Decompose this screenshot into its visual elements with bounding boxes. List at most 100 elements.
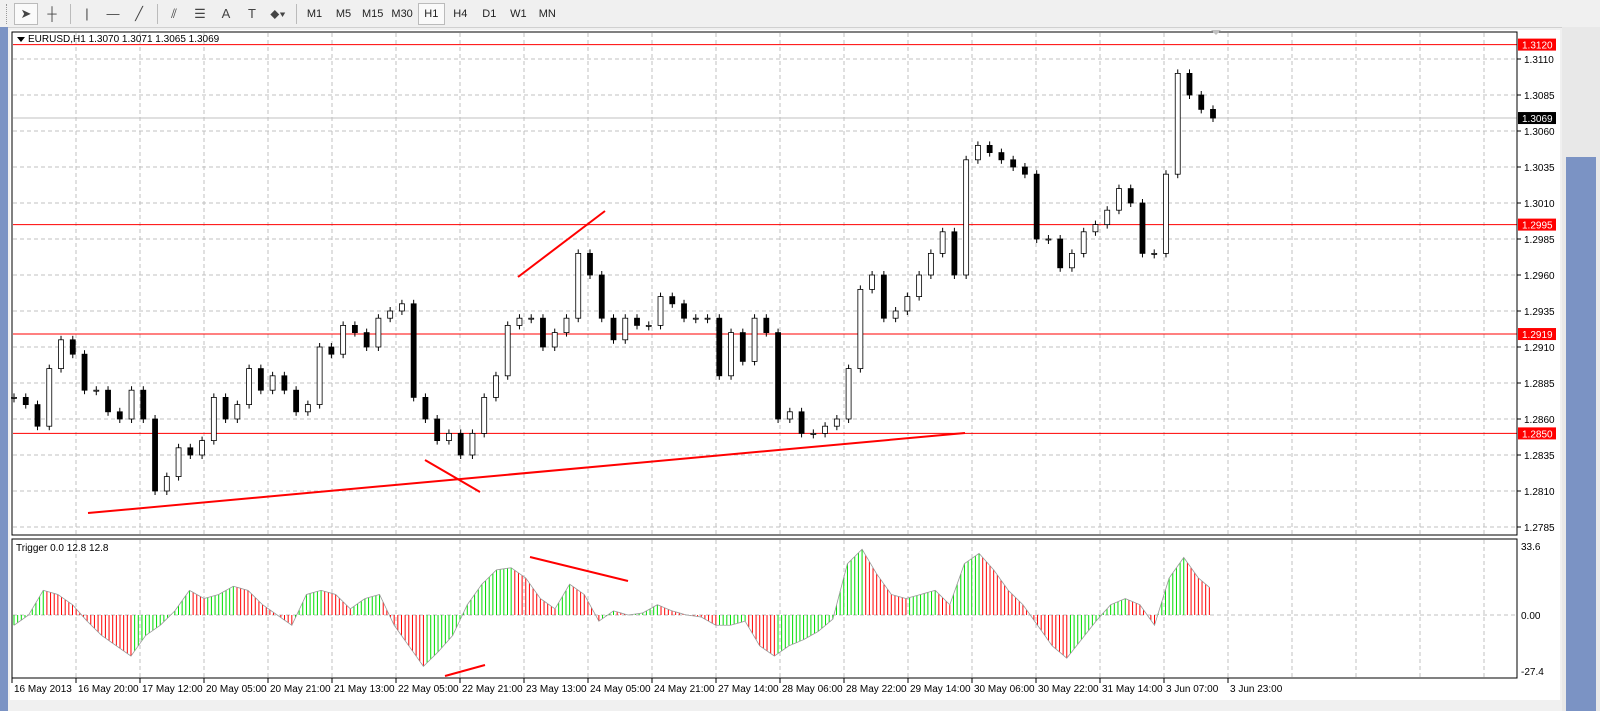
indicator-trendline-upper[interactable] [529, 556, 629, 582]
fibonacci-tool-button[interactable]: ☰ [188, 3, 212, 25]
price-tick-label: 1.3060 [1524, 127, 1555, 138]
timeframe-d1-button[interactable]: D1 [482, 7, 497, 20]
candle [645, 324, 652, 327]
candle [857, 288, 864, 369]
indicator-tick-label: 0.00 [1521, 611, 1541, 622]
candle [46, 368, 53, 427]
toolbar-grip[interactable] [6, 3, 10, 24]
time-tick-label: 30 May 22:00 [1038, 684, 1099, 695]
candle [704, 317, 711, 320]
candle [316, 346, 323, 405]
trendline-short[interactable] [424, 459, 481, 493]
candle [833, 418, 840, 427]
level-price-badge [1518, 427, 1556, 440]
candle [187, 447, 194, 456]
timeframe-m1-button[interactable]: M1 [306, 7, 323, 20]
arrows-dropdown-tool-button[interactable]: ⬥▾ [266, 3, 290, 25]
candle [81, 353, 88, 391]
indicator-tick-label: -27.4 [1521, 667, 1544, 678]
candle [1151, 252, 1158, 255]
candle [516, 317, 523, 326]
horizontal-levels: 1.3120 1.2995 1.2919 1.2850 1.3069 [13, 38, 1556, 440]
candle [657, 296, 664, 326]
candle [1045, 238, 1052, 241]
timeframe-m15-button[interactable]: M15 [362, 7, 384, 20]
candle [22, 396, 29, 405]
timeframe-m30-button[interactable]: M30 [391, 7, 413, 20]
horizontal-line-icon: — [106, 6, 120, 21]
candle [493, 375, 499, 398]
candle [234, 404, 241, 420]
candle [1186, 73, 1193, 96]
candle [469, 432, 476, 456]
candle [528, 317, 535, 320]
level-price-label: 1.2919 [1522, 330, 1553, 341]
vertical-line-tool-button[interactable]: | [75, 3, 99, 25]
text-tool-button[interactable]: A [214, 3, 238, 25]
candle [1069, 252, 1075, 269]
shift-marker-icon[interactable] [1211, 30, 1221, 35]
trendline-support[interactable] [87, 432, 966, 514]
bid-price-label: 1.3069 [1522, 114, 1553, 125]
text-icon: A [221, 6, 231, 21]
candle [69, 339, 76, 355]
candle [105, 389, 111, 413]
candle [786, 411, 793, 420]
scrollbar-thumb[interactable] [1566, 157, 1596, 711]
fibonacci-icon: ☰ [194, 5, 206, 21]
indicator-trendline-lower[interactable] [444, 664, 486, 677]
level-price-label: 1.2850 [1522, 429, 1553, 440]
candle [822, 425, 828, 434]
trendline-tool-button[interactable]: ╱ [127, 3, 151, 25]
timeframe-h4-button[interactable]: H4 [453, 7, 468, 20]
candle [116, 411, 123, 420]
candle [1033, 173, 1040, 240]
crosshair-tool-button[interactable]: ┼ [40, 3, 64, 25]
candle [892, 310, 899, 319]
candle [375, 317, 382, 348]
toolbar: ➤ ┼ | — ╱ ⫽ ☰ A T ⬥▾ M1 M5 M15 M30 H1 H4 D1 W1 MN [0, 0, 1600, 28]
vertical-scrollbar[interactable] [1562, 27, 1600, 711]
price-tick-label: 1.2885 [1524, 379, 1555, 390]
candle [1174, 73, 1181, 175]
time-tick-label: 24 May 05:00 [590, 684, 651, 695]
chart-window[interactable]: 1.3120 1.2995 1.2919 1.2850 1.3069 EURUSD,H1… [0, 0, 1560, 711]
candle [1022, 166, 1028, 175]
trendline-upper[interactable] [517, 210, 606, 278]
price-axis[interactable]: 1.3110 1.3085 1.3060 1.3035 1.3010 1.2985 1.29… [1517, 55, 1555, 534]
candle [1116, 188, 1122, 211]
candle [998, 152, 1005, 161]
cursor-tool-button[interactable]: ➤ [14, 2, 38, 25]
time-tick-label: 17 May 12:00 [142, 684, 203, 695]
cursor-icon: ➤ [20, 5, 32, 21]
equidistant-channel-tool-button[interactable]: ⫽ [162, 3, 186, 25]
candle [1010, 159, 1017, 168]
chart-title-triangle-icon[interactable] [17, 37, 25, 42]
candle [246, 368, 252, 406]
time-tick-label: 22 May 05:00 [398, 684, 459, 695]
timeframe-h1-button[interactable]: H1 [417, 2, 445, 25]
vertical-line-icon: | [85, 6, 89, 21]
level-price-label: 1.3120 [1522, 41, 1553, 52]
time-tick-label: 24 May 21:00 [654, 684, 715, 695]
text-label-tool-button[interactable]: T [240, 3, 264, 25]
price-tick-label: 1.2935 [1524, 307, 1555, 318]
candle [751, 317, 758, 362]
candle [387, 310, 394, 319]
horizontal-line-tool-button[interactable]: — [101, 3, 125, 25]
candle [34, 404, 41, 427]
price-tick-label: 1.2785 [1524, 523, 1555, 534]
timeframe-mn-button[interactable]: MN [538, 7, 556, 20]
timeframe-w1-button[interactable]: W1 [510, 7, 527, 20]
candle [598, 274, 605, 319]
toolbar-separator [70, 3, 71, 24]
candle [1127, 188, 1134, 204]
arrows-dropdown-icon: ⬥▾ [270, 5, 286, 21]
candle [222, 396, 229, 420]
candle [1210, 109, 1216, 119]
time-tick-label: 3 Jun 23:00 [1230, 684, 1283, 695]
timeframe-m5-button[interactable]: M5 [335, 7, 352, 20]
candle [199, 440, 205, 456]
indicator-tick-label: 33.6 [1521, 542, 1541, 553]
time-axis[interactable]: 16 May 2013 16 May 20:00 17 May 12:00 20 Ma… [11, 678, 1283, 695]
